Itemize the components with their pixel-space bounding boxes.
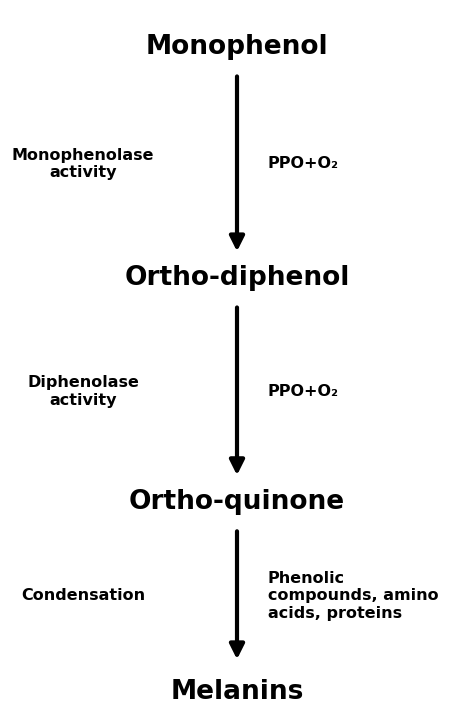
Text: Monophenol: Monophenol	[146, 34, 328, 60]
Text: Monophenolase
activity: Monophenolase activity	[12, 148, 154, 180]
Text: Condensation: Condensation	[21, 588, 145, 603]
Text: Ortho-quinone: Ortho-quinone	[129, 489, 345, 515]
Text: Phenolic
compounds, amino
acids, proteins: Phenolic compounds, amino acids, protein…	[268, 571, 438, 620]
Text: PPO+O₂: PPO+O₂	[268, 157, 339, 171]
Text: Melanins: Melanins	[170, 679, 304, 705]
Text: Ortho-diphenol: Ortho-diphenol	[124, 265, 350, 291]
Text: PPO+O₂: PPO+O₂	[268, 384, 339, 399]
Text: Diphenolase
activity: Diphenolase activity	[27, 375, 139, 407]
